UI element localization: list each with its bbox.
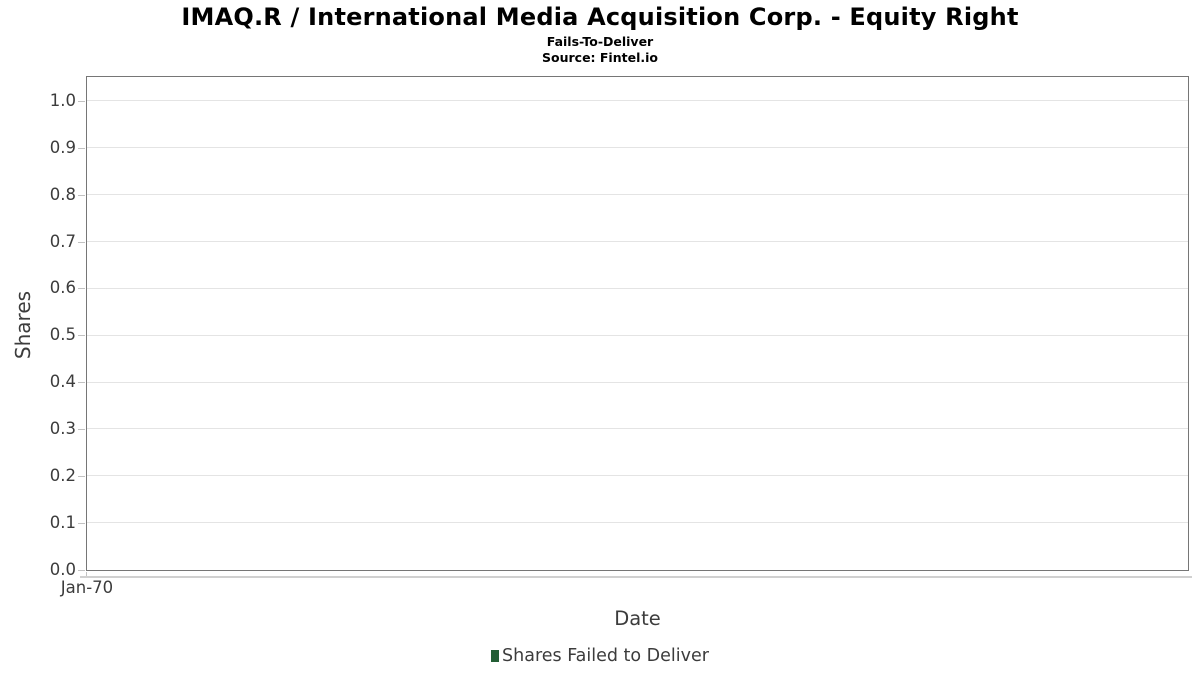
y-tick-mark: [78, 288, 85, 290]
y-tick-mark: [78, 522, 85, 524]
gridline-h: [87, 428, 1188, 430]
y-tick-label: 0.6: [49, 278, 76, 298]
y-tick-label: 0.9: [49, 137, 76, 157]
gridline-h: [87, 287, 1188, 289]
y-tick-label: 0.5: [49, 325, 76, 345]
x-axis-title: Date: [614, 607, 661, 630]
y-tick-mark: [78, 335, 85, 337]
y-tick-label: 1.0: [49, 90, 76, 110]
legend: Shares Failed to Deliver: [0, 646, 1200, 666]
y-tick-label: 0.8: [49, 184, 76, 204]
y-tick-label: 0.2: [49, 465, 76, 485]
gridline-h: [87, 194, 1188, 196]
y-tick-label: 0.4: [49, 372, 76, 392]
y-tick-mark: [78, 147, 85, 149]
y-tick-mark: [78, 569, 85, 571]
y-axis-title: Shares: [11, 290, 35, 360]
y-tick-label: 0.7: [49, 231, 76, 251]
y-tick-label: 0.1: [49, 512, 76, 532]
y-tick-mark: [78, 475, 85, 477]
y-tick-mark: [78, 241, 85, 243]
y-tick-label: 0.3: [49, 418, 76, 438]
gridline-h: [87, 147, 1188, 149]
y-tick-mark: [78, 382, 85, 384]
legend-label: Shares Failed to Deliver: [502, 646, 709, 666]
plot-area: [86, 76, 1189, 571]
legend-marker-icon: [491, 650, 500, 662]
gridline-h: [87, 522, 1188, 524]
gridline-h: [87, 334, 1188, 336]
x-tick-label: Jan-70: [60, 578, 114, 597]
x-axis-line: [80, 576, 1192, 578]
x-tick-mark: [86, 572, 88, 577]
chart-source-label: Source: Fintel.io: [542, 50, 658, 65]
y-tick-mark: [78, 100, 85, 102]
gridline-h: [87, 100, 1188, 102]
chart-title: IMAQ.R / International Media Acquisition…: [181, 3, 1019, 31]
chart-subtitle: Fails-To-Deliver: [546, 34, 654, 49]
y-tick-mark: [78, 428, 85, 430]
gridline-h: [87, 475, 1188, 477]
y-tick-label: 0.0: [49, 559, 76, 579]
gridline-h: [87, 241, 1188, 242]
gridline-h: [87, 381, 1188, 383]
y-tick-mark: [78, 194, 85, 196]
